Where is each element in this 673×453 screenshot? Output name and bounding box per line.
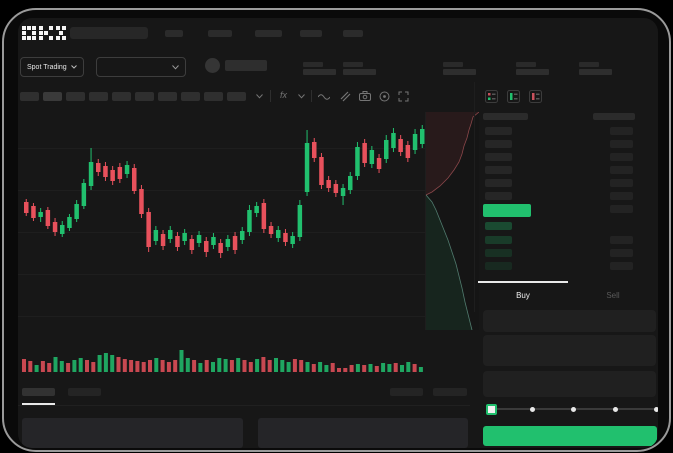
pair-name-placeholder [225,60,267,71]
orderbook-panel [474,82,658,312]
chart-gridline [18,190,425,191]
amount-input-placeholder[interactable] [483,335,656,366]
toolbar-divider [311,90,312,102]
stat-placeholder [303,62,323,67]
bottom-divider [18,405,470,406]
nav-item-placeholder[interactable] [343,30,363,37]
nav-item-placeholder[interactable] [300,30,322,37]
bottom-tab-active[interactable] [22,388,55,396]
okx-logo [22,26,66,40]
stat-placeholder [443,69,476,75]
trading-app-window: Spot Trading fx [18,18,658,448]
slider-handle[interactable] [486,404,497,415]
stat-placeholder [343,69,376,75]
timeframe-button-placeholder[interactable] [20,92,39,101]
fullscreen-icon[interactable] [398,91,409,102]
timeframe-button-placeholder[interactable] [43,92,62,101]
line-wave-icon[interactable] [318,93,330,100]
slider-stop-dot[interactable] [571,407,576,412]
orderbook-mode-all-icon[interactable] [485,90,498,103]
chevron-down-icon[interactable] [298,94,305,99]
bottom-action-placeholder[interactable] [390,388,423,396]
price-input-placeholder[interactable] [483,310,656,332]
chart-gridline [18,148,425,149]
buy-submit-button[interactable] [483,426,657,446]
pair-selector-dropdown[interactable] [96,57,186,77]
settings-circle-icon[interactable] [379,91,390,102]
chevron-down-icon [71,65,77,69]
depth-chart[interactable] [425,112,479,330]
candles-layer [24,125,425,258]
stat-placeholder [516,62,536,67]
toolbar-divider [270,90,271,102]
search-input[interactable] [70,27,148,39]
timeframe-button-placeholder[interactable] [135,92,154,101]
tab-buy[interactable]: Buy [478,281,568,309]
timeframe-button-placeholder[interactable] [66,92,85,101]
drawing-tools-icon[interactable] [340,91,351,102]
timeframe-button-placeholder[interactable] [227,92,246,101]
stat-placeholder [303,69,336,75]
total-input-placeholder[interactable] [483,371,656,397]
slider-stop-dot[interactable] [612,407,618,412]
chart-toolbar: fx [18,90,473,106]
active-tab-underline [22,403,55,405]
orderbook-mode-bids-icon[interactable] [507,90,520,103]
chart-gridline [18,274,425,275]
history-panel-placeholder [258,418,468,448]
chart-gridline [18,316,425,317]
timeframe-button-placeholder[interactable] [181,92,200,101]
chevron-down-icon[interactable] [256,94,263,99]
bottom-tab[interactable] [68,388,101,396]
top-navbar [18,18,658,50]
chevron-down-icon [172,64,179,70]
chart-gridline [18,232,425,233]
orderbook-mode-asks-icon[interactable] [529,90,542,103]
candlestick-chart[interactable] [18,110,425,327]
tab-sell[interactable]: Sell [606,290,620,300]
timeframe-button-placeholder[interactable] [89,92,108,101]
stat-placeholder [579,62,599,67]
nav-item-placeholder[interactable] [255,30,282,37]
camera-snapshot-icon[interactable] [359,91,371,101]
stat-placeholder [343,62,363,67]
volume-bars [22,350,423,372]
bottom-section [18,382,470,448]
ticker-stats [18,60,658,78]
trade-tabs: Buy Sell [478,281,658,309]
stat-placeholder [443,62,463,67]
coin-avatar [205,58,220,73]
slider-stop-dot[interactable] [654,407,658,412]
device-frame: Spot Trading fx [2,8,671,452]
indicator-fx-icon[interactable]: fx [280,90,288,100]
orders-panel-placeholder [22,418,243,448]
nav-item-placeholder[interactable] [165,30,183,37]
nav-item-placeholder[interactable] [208,30,232,37]
timeframe-button-placeholder[interactable] [112,92,131,101]
stat-placeholder [516,69,549,75]
stat-placeholder [579,69,612,75]
bottom-action-placeholder[interactable] [433,388,467,396]
slider-stop-dot[interactable] [529,407,535,412]
market-type-label: Spot Trading [27,63,67,71]
timeframe-button-placeholder[interactable] [204,92,223,101]
market-type-dropdown[interactable]: Spot Trading [20,57,84,77]
timeframe-button-placeholder[interactable] [158,92,177,101]
